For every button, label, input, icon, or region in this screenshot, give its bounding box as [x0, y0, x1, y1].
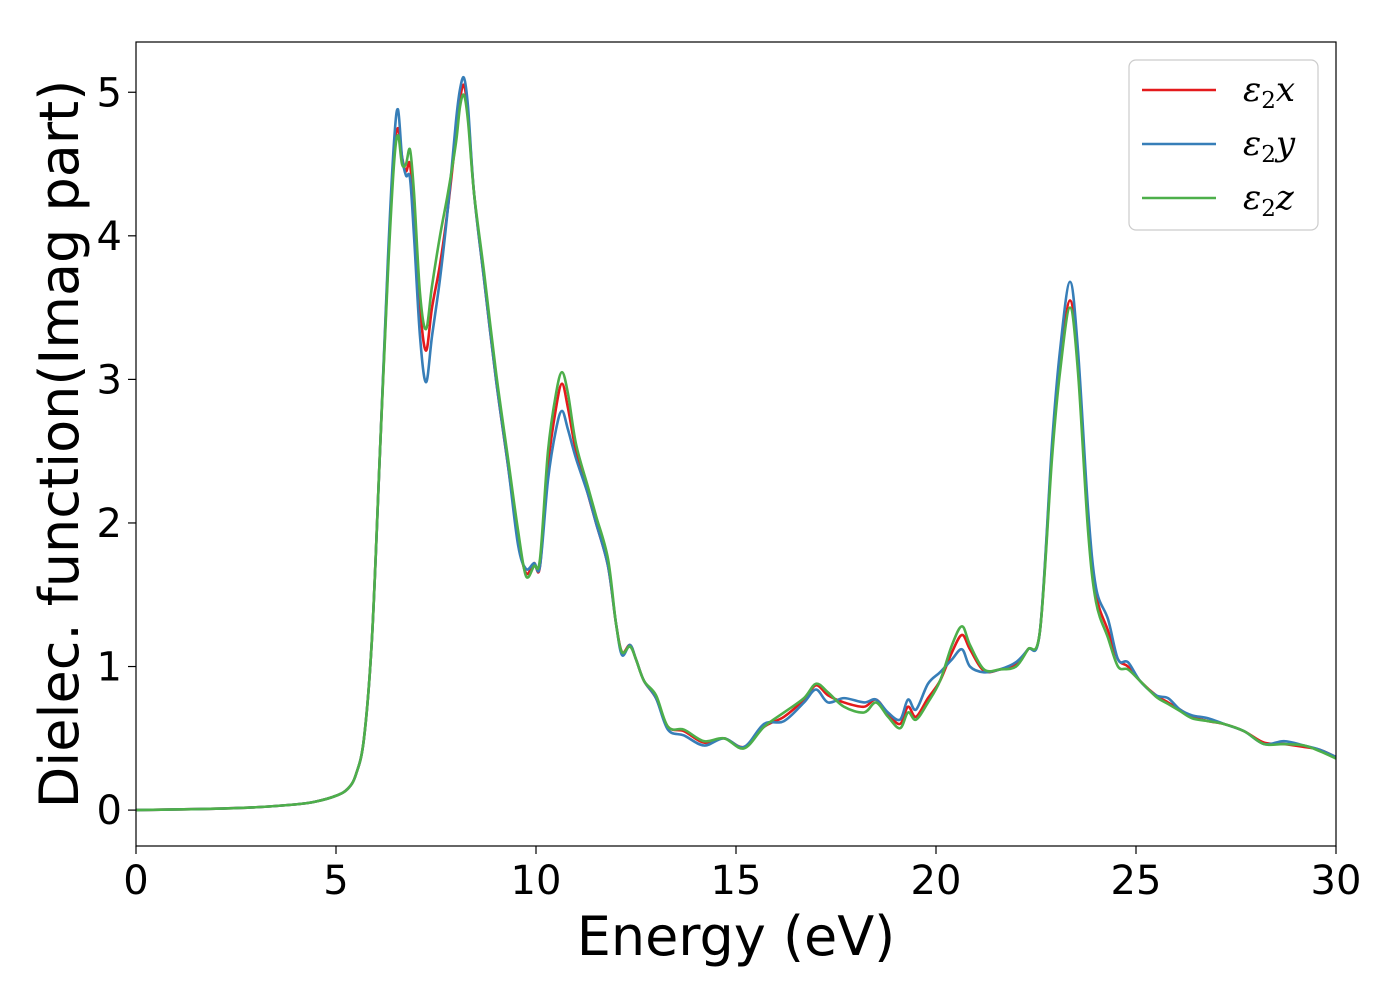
x-tick-label: 15	[711, 858, 762, 904]
legend-label-x: ε2x	[1243, 70, 1295, 114]
x-tick-label: 0	[123, 858, 148, 904]
legend-label-y: ε2y	[1243, 124, 1296, 168]
x-tick-label: 30	[1311, 858, 1362, 904]
x-tick-label: 5	[323, 858, 348, 904]
legend-label-z: ε2z	[1243, 178, 1295, 222]
y-axis-title: Dielec. function(Imag part)	[28, 80, 91, 809]
y-tick-label: 4	[97, 214, 122, 260]
x-tick-label: 20	[911, 858, 962, 904]
y-tick-label: 0	[97, 788, 122, 834]
y-tick-label: 2	[97, 501, 122, 547]
x-tick-label: 25	[1111, 858, 1162, 904]
legend-box	[1128, 59, 1319, 231]
y-tick-label: 1	[97, 645, 122, 691]
series-line-z	[136, 93, 1336, 812]
series-lines	[136, 75, 1336, 812]
y-tick-label: 3	[97, 357, 122, 403]
x-tick-label: 10	[511, 858, 562, 904]
y-axis: 0 1 2 3 4 5	[97, 70, 136, 834]
x-axis: 0 5 10 15 20 25 30	[123, 846, 1361, 904]
legend: ε2x ε2y ε2z	[1128, 59, 1319, 231]
y-tick-label: 5	[97, 70, 122, 116]
x-axis-title: Energy (eV)	[577, 905, 896, 968]
